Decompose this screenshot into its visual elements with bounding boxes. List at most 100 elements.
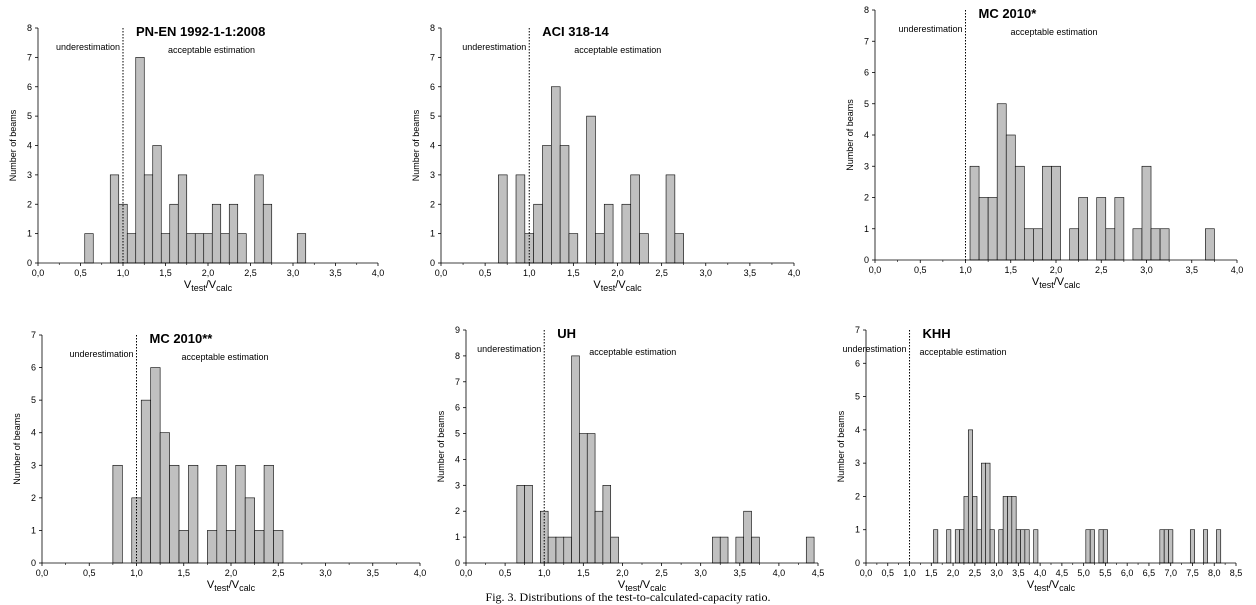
histogram-bar [515, 174, 526, 264]
chart-panel: 0,0 0,5 1,0 1,5 2,0 2,5 3,0 3,5 4,0 0 1 2 3 4 5 6 7 under… [12, 330, 426, 593]
histogram-bar [126, 233, 137, 264]
x-axis-label-part: test [1039, 280, 1054, 290]
histogram-bar [112, 464, 123, 564]
histogram-bar [1089, 529, 1095, 564]
x-tick-label: 3,5 [1185, 265, 1198, 275]
y-tick-label: 2 [430, 199, 435, 209]
y-tick-label: 7 [430, 52, 435, 62]
x-axis-label: Vtest/Vcalc [1027, 579, 1076, 593]
y-tick-label: 6 [430, 82, 435, 92]
histogram-bar [954, 529, 960, 564]
histogram-bar [84, 233, 94, 264]
histogram-bar [1150, 228, 1161, 261]
histogram-bar [972, 496, 978, 564]
y-tick-label: 6 [31, 363, 36, 373]
y-tick-label: 2 [855, 491, 860, 501]
y-axis-label: Number of beams [8, 109, 18, 181]
y-tick-label: 1 [430, 229, 435, 239]
x-axis-label-part: V [184, 279, 192, 291]
histogram-bar [296, 233, 307, 264]
histogram-bar [559, 145, 570, 264]
y-tick-label: 6 [27, 82, 32, 92]
histogram-bar [1098, 529, 1104, 564]
annotation-acceptable: acceptable estimation [1011, 27, 1098, 37]
x-tick-label: 6,0 [1121, 568, 1134, 578]
x-tick-label: 3,0 [1140, 265, 1153, 275]
y-tick-label: 4 [27, 141, 32, 151]
x-axis-label-part: V [1032, 276, 1040, 288]
x-tick-label: 3,5 [744, 268, 757, 278]
y-tick-label: 5 [855, 392, 860, 402]
histogram-bar [1042, 165, 1052, 261]
x-tick-label: 2,5 [244, 268, 257, 278]
x-tick-label: 2,5 [272, 568, 285, 578]
x-tick-label: 0,0 [460, 568, 473, 578]
x-tick-label: 0,5 [74, 268, 87, 278]
histogram-bar [805, 536, 815, 564]
histogram-bar [178, 530, 189, 564]
x-tick-label: 7,0 [1164, 568, 1177, 578]
y-tick-label: 5 [864, 99, 869, 109]
histogram-bar [989, 529, 995, 564]
histogram-bar [263, 464, 274, 564]
histogram-bar [985, 462, 991, 564]
histogram-bar [959, 529, 965, 564]
x-tick-label: 0,5 [83, 568, 96, 578]
histogram-bar [262, 203, 273, 264]
x-axis-label-part: calc [1064, 280, 1081, 290]
chart-title: MC 2010** [150, 331, 214, 346]
histogram-bar [140, 399, 151, 564]
histogram-bar [150, 367, 161, 564]
x-tick-label: 4,0 [414, 568, 427, 578]
histogram-bar [998, 529, 1004, 564]
histogram-bar [967, 429, 973, 564]
x-tick-label: 0,5 [479, 268, 492, 278]
x-tick-label: 1,0 [117, 268, 130, 278]
histogram-bar [674, 233, 684, 264]
annotation-acceptable: acceptable estimation [920, 347, 1007, 357]
x-tick-label: 0,5 [914, 265, 927, 275]
histogram-bar [159, 432, 170, 564]
x-tick-label: 1,0 [130, 568, 143, 578]
histogram-bar [719, 536, 729, 564]
histogram-bar [1216, 529, 1222, 564]
histogram-bar [1011, 496, 1017, 564]
histogram-bar [273, 530, 284, 564]
histogram-bar [665, 174, 676, 264]
histogram-bar [135, 57, 145, 264]
chart-title: KHH [923, 326, 951, 341]
histogram-bar [211, 203, 222, 264]
histogram-bar [571, 355, 580, 564]
histogram-bar [1205, 228, 1215, 261]
histogram-bar [1203, 529, 1208, 564]
y-tick-label: 1 [31, 525, 36, 535]
histogram-bar [987, 197, 998, 261]
histogram-bar [524, 485, 533, 564]
y-tick-label: 7 [31, 330, 36, 340]
x-tick-label: 3,5 [366, 568, 379, 578]
x-tick-label: 2,5 [1095, 265, 1108, 275]
y-tick-label: 6 [455, 403, 460, 413]
y-tick-label: 1 [855, 525, 860, 535]
chart-panel: 0,0 0,5 1,0 1,5 2,0 2,5 3,0 3,5 4,0 4,5 5,0 5,5 6,0 6… [836, 325, 1242, 593]
histogram-bar [1051, 165, 1061, 261]
x-axis-label-part: test [214, 583, 229, 593]
annotation-acceptable: acceptable estimation [589, 347, 676, 357]
y-tick-label: 8 [27, 23, 32, 33]
histogram-bar [152, 145, 162, 264]
histogram-bar [1189, 529, 1195, 564]
x-tick-label: 0,0 [869, 265, 882, 275]
x-tick-label: 3,5 [1012, 568, 1025, 578]
x-axis-label: Vtest/Vcalc [207, 579, 256, 593]
annotation-underestimation: underestimation [842, 344, 906, 354]
histogram-bar [1002, 496, 1008, 564]
y-tick-label: 4 [31, 428, 36, 438]
histogram-bar [933, 529, 939, 564]
y-tick-label: 0 [864, 255, 869, 265]
y-tick-label: 2 [27, 199, 32, 209]
histogram-bar [595, 233, 605, 264]
x-axis-label-part: calc [239, 583, 256, 593]
x-axis-label-part: test [601, 283, 616, 293]
histogram-bar [254, 530, 265, 564]
histogram-bar [743, 510, 752, 564]
